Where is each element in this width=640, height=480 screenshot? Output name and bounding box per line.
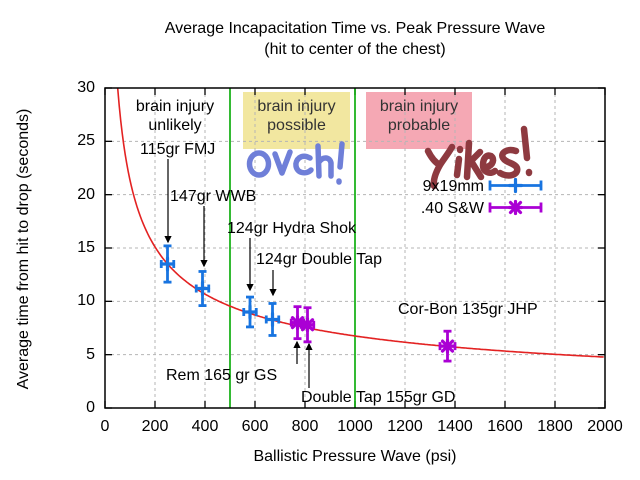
x-tick-0: 0	[100, 418, 110, 435]
x-tick-1600: 1600	[487, 418, 523, 435]
y-tick-10: 10	[77, 292, 95, 309]
x-tick-1200: 1200	[387, 418, 423, 435]
region-highlight-possible	[243, 92, 350, 149]
label-double-tap-155gr-gd: Double Tap 155gr GD	[301, 389, 456, 406]
yikes-handwriting	[424, 125, 533, 190]
data-layer	[159, 177, 543, 363]
yikes-letter-k	[463, 139, 485, 181]
label-115gr-fmj: 115gr FMJ	[140, 141, 216, 158]
legend-label-40sw: .40 S&W	[420, 200, 484, 217]
yikes-letter-e	[479, 152, 499, 176]
legend-label-9x19mm: 9x19mm	[422, 178, 484, 195]
region-highlight-probable	[366, 92, 472, 149]
y-axis-label: Average time from hit to drop (seconds)	[15, 108, 32, 390]
x-tick-1800: 1800	[537, 418, 573, 435]
label-147gr-wwb: 147gr WWB	[170, 188, 257, 205]
ouch-handwriting	[246, 141, 345, 185]
x-tick-2000: 2000	[587, 418, 623, 435]
y-tick-25: 25	[77, 132, 95, 149]
yikes-exclamation	[520, 125, 533, 177]
region-label-probable: brain injury probable	[379, 98, 459, 134]
chart-title: Average Incapacitation Time vs. Peak Pre…	[164, 20, 546, 37]
ouch-letter-h	[315, 143, 334, 179]
x-tick-800: 800	[291, 418, 319, 435]
y-tick-20: 20	[77, 186, 95, 203]
x-tick-1400: 1400	[437, 418, 473, 435]
ouch-exclamation	[336, 141, 345, 185]
region-label-unlikely: brain injury unlikely	[135, 98, 215, 134]
label-124gr-double-tap: 124gr Double Tap	[256, 251, 383, 268]
label-cor-bon-135gr-jhp: Cor-Bon 135gr JHP	[398, 301, 538, 318]
annotation-arrows	[164, 159, 313, 388]
x-tick-200: 200	[141, 418, 169, 435]
label-rem-165gr-gs: Rem 165 gr GS	[166, 367, 278, 384]
yikes-letter-i	[453, 145, 464, 179]
x-tick-400: 400	[191, 418, 219, 435]
y-tick-30: 30	[77, 79, 95, 96]
ouch-letter-o	[246, 150, 272, 178]
x-tick-1000: 1000	[337, 418, 373, 435]
y-tick-15: 15	[77, 239, 95, 256]
x-axis-label: Ballistic Pressure Wave (psi)	[253, 448, 457, 465]
grid-layer	[104, 87, 606, 409]
x-tick-600: 600	[241, 418, 269, 435]
label-124gr-hydra-shok: 124gr Hydra Shok	[227, 220, 356, 237]
chart-subtitle: (hit to center of the chest)	[264, 41, 446, 58]
y-tick-0: 0	[86, 399, 95, 416]
plot-border	[104, 87, 606, 409]
ouch-letter-u	[272, 149, 293, 176]
ouch-letter-c	[293, 153, 314, 176]
region-label-possible: brain injury possible	[257, 98, 336, 134]
yikes-letter-y	[424, 143, 456, 190]
y-tick-5: 5	[86, 346, 95, 363]
yikes-letter-s	[496, 146, 521, 179]
